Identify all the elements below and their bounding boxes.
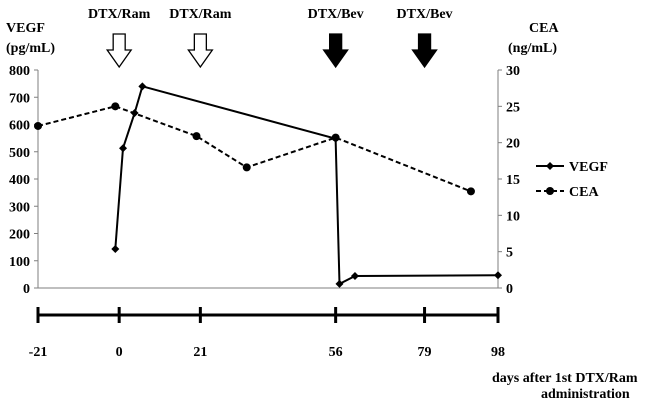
- right-tick-label: 15: [506, 173, 520, 188]
- left-tick-label: 0: [23, 282, 30, 297]
- right-axis-title-line1: CEA: [529, 21, 559, 36]
- left-tick-label: 500: [9, 146, 30, 161]
- left-tick-label: 700: [9, 91, 30, 106]
- timeline-tick-label: 56: [329, 345, 343, 360]
- filled-down-arrow-icon: [322, 33, 349, 69]
- vegf-data-point: [335, 279, 344, 288]
- left-tick-label: 800: [9, 64, 30, 79]
- timeline-ticks: -21 0 21 56 79 98: [29, 307, 505, 360]
- series-line-cea: [37, 105, 472, 193]
- vegf-data-point: [350, 272, 359, 281]
- timeline-tick-label: 21: [193, 345, 207, 360]
- cea-data-point: [242, 163, 251, 172]
- legend-vegf-label: VEGF: [569, 160, 608, 175]
- left-tick-label: 400: [9, 173, 30, 188]
- right-tick-label: 30: [506, 64, 520, 79]
- timeline-tick-label: 98: [491, 345, 505, 360]
- open-down-arrow-icon: [187, 33, 214, 69]
- left-tick-label: 200: [9, 228, 30, 243]
- open-down-arrow-icon: [105, 33, 133, 69]
- legend-cea-marker: [546, 187, 554, 195]
- legend-vegf-marker: [546, 162, 554, 170]
- cea-data-point: [111, 102, 120, 111]
- legend: VEGF CEA: [536, 160, 608, 200]
- right-axis-title-line2: (ng/mL): [508, 41, 557, 56]
- right-tick-label: 0: [506, 282, 513, 297]
- x-caption-line2: administration: [541, 387, 630, 402]
- right-tick-label: 5: [506, 246, 513, 261]
- x-caption-line1: days after 1st DTX/Ram: [492, 371, 638, 386]
- treatment-label: DTX/Ram: [169, 7, 232, 22]
- left-axis-ticks: 0 100 200 300 400 500 600 700 800: [9, 64, 38, 297]
- treatment-label: DTX/Bev: [308, 7, 364, 22]
- left-axis-title-line2: (pg/mL): [6, 41, 55, 56]
- left-tick-label: 300: [9, 200, 30, 215]
- cea-data-point: [331, 133, 340, 142]
- timeline-tick-label: -21: [29, 345, 48, 360]
- right-axis-ticks: 0 5 10 15 20 25 30: [498, 64, 520, 297]
- left-tick-label: 100: [9, 255, 30, 270]
- series-line-vegf: [114, 85, 499, 286]
- left-tick-label: 600: [9, 119, 30, 134]
- treatment-markers: DTX/Ram DTX/Ram DTX/Bev DTX/Bev: [88, 7, 453, 69]
- left-axis-title-line1: VEGF: [6, 21, 45, 36]
- treatment-label: DTX/Bev: [397, 7, 453, 22]
- cea-data-point: [466, 187, 475, 196]
- filled-down-arrow-icon: [411, 33, 438, 69]
- vegf-data-point: [111, 245, 120, 254]
- right-tick-label: 25: [506, 100, 520, 115]
- vegf-data-point: [138, 82, 147, 91]
- cea-data-point: [34, 121, 42, 130]
- right-tick-label: 20: [506, 137, 520, 152]
- timeline-tick-label: 0: [116, 345, 123, 360]
- series-layer: [34, 82, 502, 288]
- right-tick-label: 10: [506, 209, 520, 224]
- legend-cea-label: CEA: [569, 185, 599, 200]
- treatment-label: DTX/Ram: [88, 7, 151, 22]
- timeline-tick-label: 79: [418, 345, 432, 360]
- cea-data-point: [192, 132, 201, 141]
- vegf-data-point: [119, 144, 128, 153]
- vegf-data-point: [494, 271, 502, 280]
